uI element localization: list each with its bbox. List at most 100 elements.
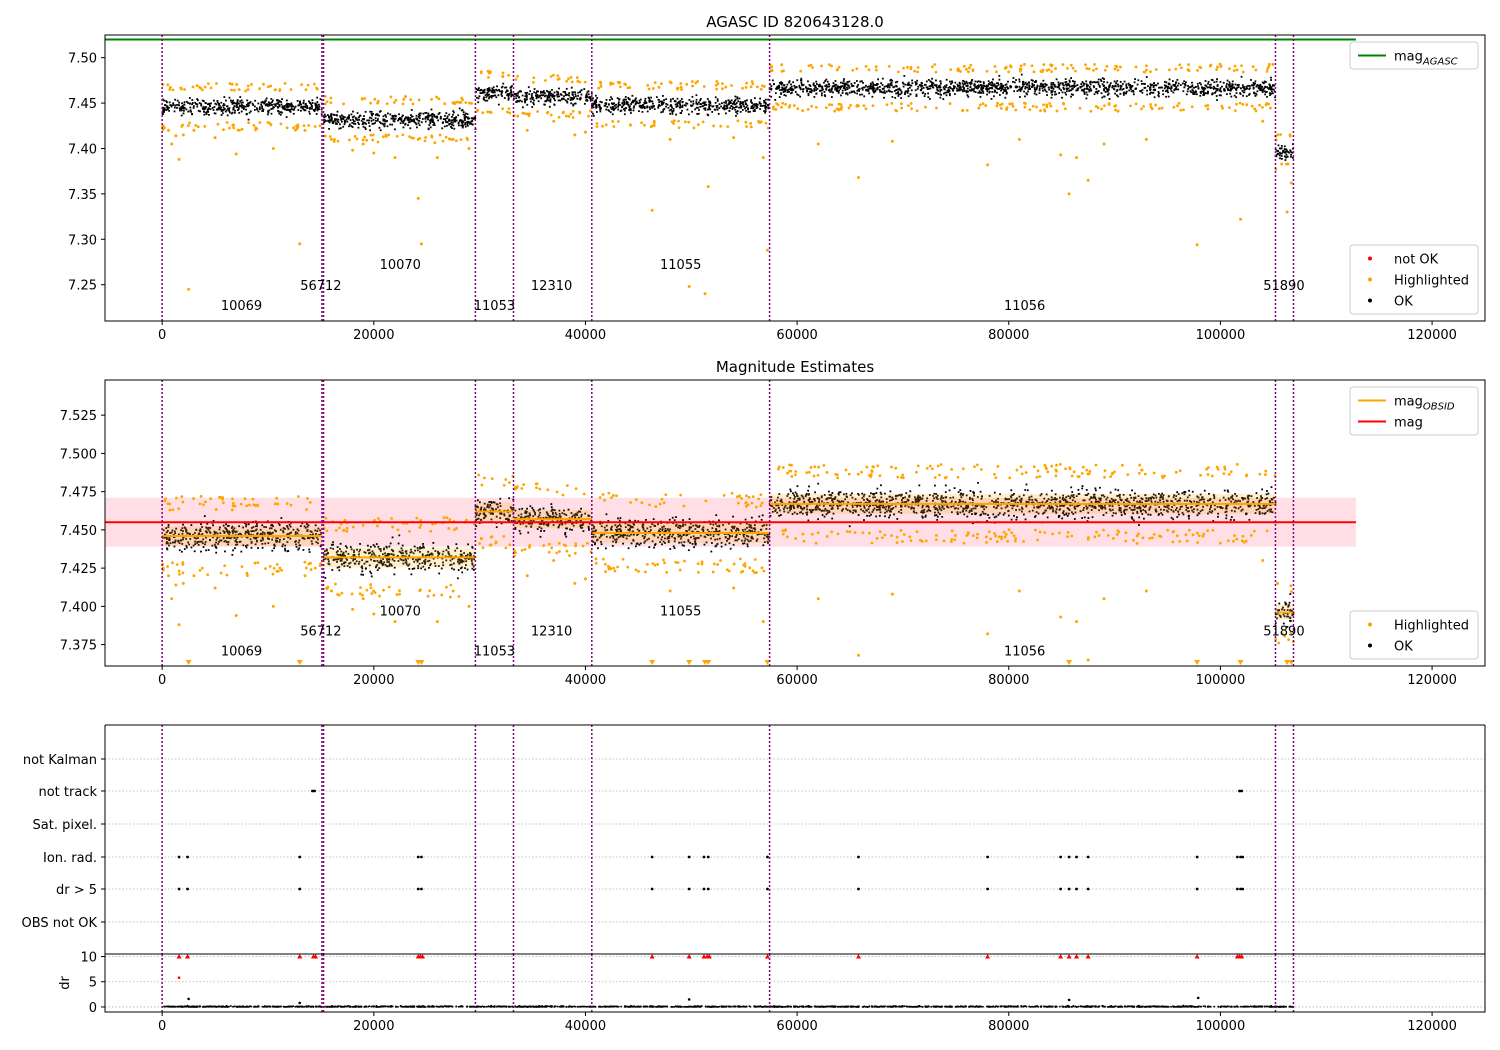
magest-ok-point — [281, 545, 284, 548]
agasc-ok-point — [1101, 77, 1104, 80]
agasc-ok-point — [1003, 89, 1006, 92]
agasc-highlighted-point — [1116, 68, 1120, 72]
agasc-ok-point — [1191, 85, 1194, 88]
magest-ok-point — [387, 552, 390, 555]
magest-ok-point — [165, 536, 168, 539]
agasc-ok-point — [657, 105, 660, 107]
magest-ok-point — [397, 560, 400, 562]
magest-ok-point — [551, 513, 554, 515]
agasc-ok-point — [214, 102, 217, 105]
magest-ok-point — [483, 516, 486, 519]
magest-ok-point — [355, 560, 358, 563]
agasc-ok-point — [742, 103, 744, 105]
magest-ok-point — [274, 539, 277, 542]
agasc-ok-point — [1152, 84, 1155, 87]
magest-ok-point — [206, 527, 209, 530]
agasc-highlighted-point — [441, 139, 445, 143]
agasc-ok-point — [691, 104, 694, 107]
agasc-ok-point — [880, 91, 883, 93]
agasc-ok-point — [1193, 93, 1196, 96]
agasc-ok-point — [368, 125, 371, 128]
magest-ok-point — [286, 526, 289, 528]
magest-ok-point — [369, 545, 372, 548]
agasc-highlighted-point — [549, 75, 553, 78]
agasc-ok-point — [533, 91, 536, 94]
agasc-ok-point — [982, 84, 985, 87]
agasc-ok-point — [1229, 89, 1232, 92]
magest-ok-point — [223, 540, 226, 543]
magest-ok-point — [261, 542, 264, 545]
magest-ok-point — [373, 560, 376, 562]
magest-ok-point — [332, 547, 335, 550]
agasc-highlighted-point — [694, 81, 698, 85]
agasc-ok-point — [1220, 90, 1223, 93]
agasc-ok-point — [1205, 84, 1207, 87]
agasc-highlighted-outlier — [525, 128, 529, 132]
agasc-ok-point — [208, 104, 211, 107]
agasc-ok-point — [897, 93, 900, 96]
agasc-ok-point — [205, 102, 207, 104]
agasc-ok-point — [819, 89, 822, 92]
agasc-highlighted-point — [1049, 104, 1053, 108]
magest-ok-point — [338, 557, 341, 560]
agasc-ok-point — [480, 92, 483, 94]
agasc-ok-point — [504, 91, 507, 94]
agasc-ok-point — [336, 114, 338, 117]
agasc-ok-point — [818, 83, 821, 86]
agasc-ok-point — [421, 118, 424, 120]
magest-ok-point — [593, 525, 595, 528]
panel-agasc: 1006956712100701105312310110551105651890… — [68, 13, 1486, 343]
agasc-ok-point — [1157, 82, 1159, 85]
agasc-ok-point — [439, 117, 442, 120]
agasc-ok-point — [235, 102, 238, 105]
agasc-ok-point — [427, 128, 430, 131]
agasc-ok-point — [231, 101, 234, 104]
agasc-highlighted-point — [913, 69, 917, 73]
magest-ok-point — [428, 553, 431, 556]
agasc-ok-point — [300, 109, 302, 112]
agasc-ok-point — [1021, 86, 1023, 89]
magest-ok-point — [250, 533, 253, 536]
magest-ok-point — [226, 529, 228, 531]
magest-ok-point — [465, 564, 467, 566]
agasc-highlighted-outlier — [361, 142, 365, 146]
agasc-ok-point — [696, 113, 699, 115]
agasc-ok-point — [875, 84, 878, 87]
agasc-ok-point — [168, 106, 170, 109]
magest-ok-point — [438, 553, 440, 556]
agasc-ok-point — [623, 103, 626, 105]
agasc-ok-point — [448, 113, 451, 116]
agasc-ok-point — [1235, 92, 1238, 94]
agasc-ok-point — [377, 118, 379, 120]
agasc-ok-point — [371, 114, 373, 117]
magest-ok-point — [424, 561, 426, 564]
agasc-ok-point — [625, 98, 627, 101]
agasc-ok-point — [498, 90, 501, 93]
magest-ok-point — [305, 523, 308, 525]
magest-ok-point — [495, 503, 498, 506]
agasc-ok-point — [1163, 80, 1166, 83]
agasc-ok-point — [820, 85, 823, 88]
magest-ok-point — [327, 558, 330, 561]
agasc-ok-point — [392, 115, 395, 118]
magest-ok-point — [219, 532, 222, 535]
agasc-ok-point — [384, 120, 387, 123]
agasc-ok-point — [169, 104, 172, 106]
magest-ok-point — [441, 557, 444, 560]
agasc-ok-point — [963, 88, 966, 90]
agasc-highlighted-point — [576, 79, 580, 83]
agasc-ok-point — [648, 100, 651, 103]
magest-ok-point — [449, 564, 452, 566]
agasc-ok-point — [695, 101, 698, 104]
agasc-ok-point — [1224, 89, 1226, 92]
agasc-ok-point — [307, 100, 310, 103]
agasc-ok-point — [315, 113, 318, 115]
agasc-ok-point — [949, 86, 951, 88]
agasc-ok-point — [232, 99, 235, 102]
agasc-points-legend-label-main: OK — [1394, 295, 1413, 310]
agasc-ok-point — [998, 88, 1001, 90]
agasc-highlighted-point — [1190, 105, 1194, 109]
agasc-highlighted-point — [244, 89, 248, 93]
magest-ok-point — [665, 530, 668, 532]
agasc-ok-point — [354, 117, 357, 120]
